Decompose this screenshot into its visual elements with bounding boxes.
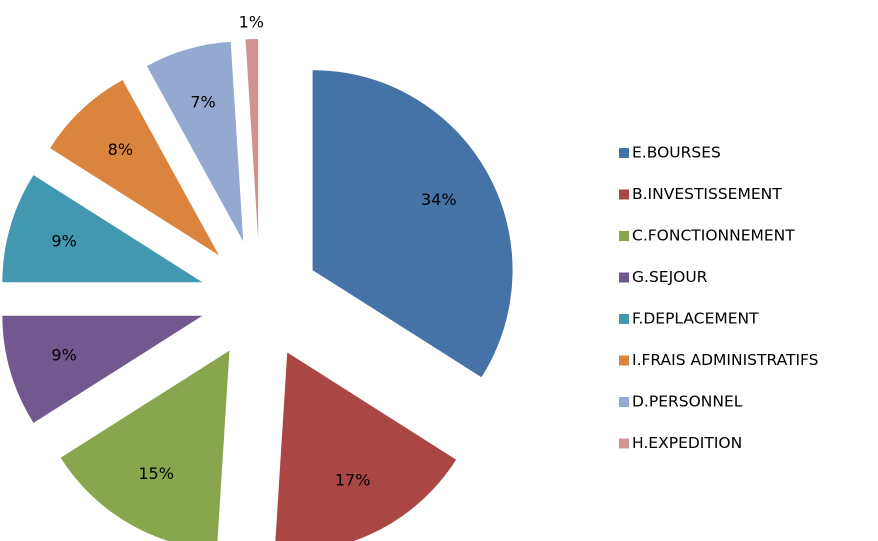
pie-slice [2,175,203,283]
legend-label: F.DEPLACEMENT [632,310,759,328]
legend-swatch [619,355,629,366]
pie-slice [146,41,244,242]
slice-label: 9% [51,232,76,251]
legend-label: B.INVESTISSEMENT [632,185,782,203]
legend-swatch [619,438,629,449]
legend-swatch [619,231,629,241]
slice-label: 34% [421,190,457,209]
legend-label: G.SEJOUR [632,268,708,286]
legend-swatch [619,189,629,200]
legend-swatch [619,148,629,158]
pie-slice [60,350,230,541]
pie-slice [245,39,259,240]
pie-slice [312,70,513,378]
legend-label: H.EXPEDITION [632,434,742,452]
legend-label: D.PERSONNEL [632,393,743,411]
legend-label: C.FONCTIONNEMENT [632,227,795,245]
slice-label: 1% [239,13,264,32]
legend-label: I.FRAIS ADMINISTRATIFS [632,351,819,369]
pie-slice [275,352,457,541]
slice-label: 17% [335,470,371,489]
legend-swatch [619,314,629,324]
slice-label: 9% [51,345,76,364]
slice-label: 15% [138,464,174,483]
pie-slice [2,315,203,423]
legend-swatch [619,397,629,407]
legend-label: E.BOURSES [632,144,721,162]
pie-slice [50,80,219,256]
legend-swatch [619,272,629,283]
slice-label: 8% [108,140,133,159]
slice-label: 7% [190,93,215,112]
